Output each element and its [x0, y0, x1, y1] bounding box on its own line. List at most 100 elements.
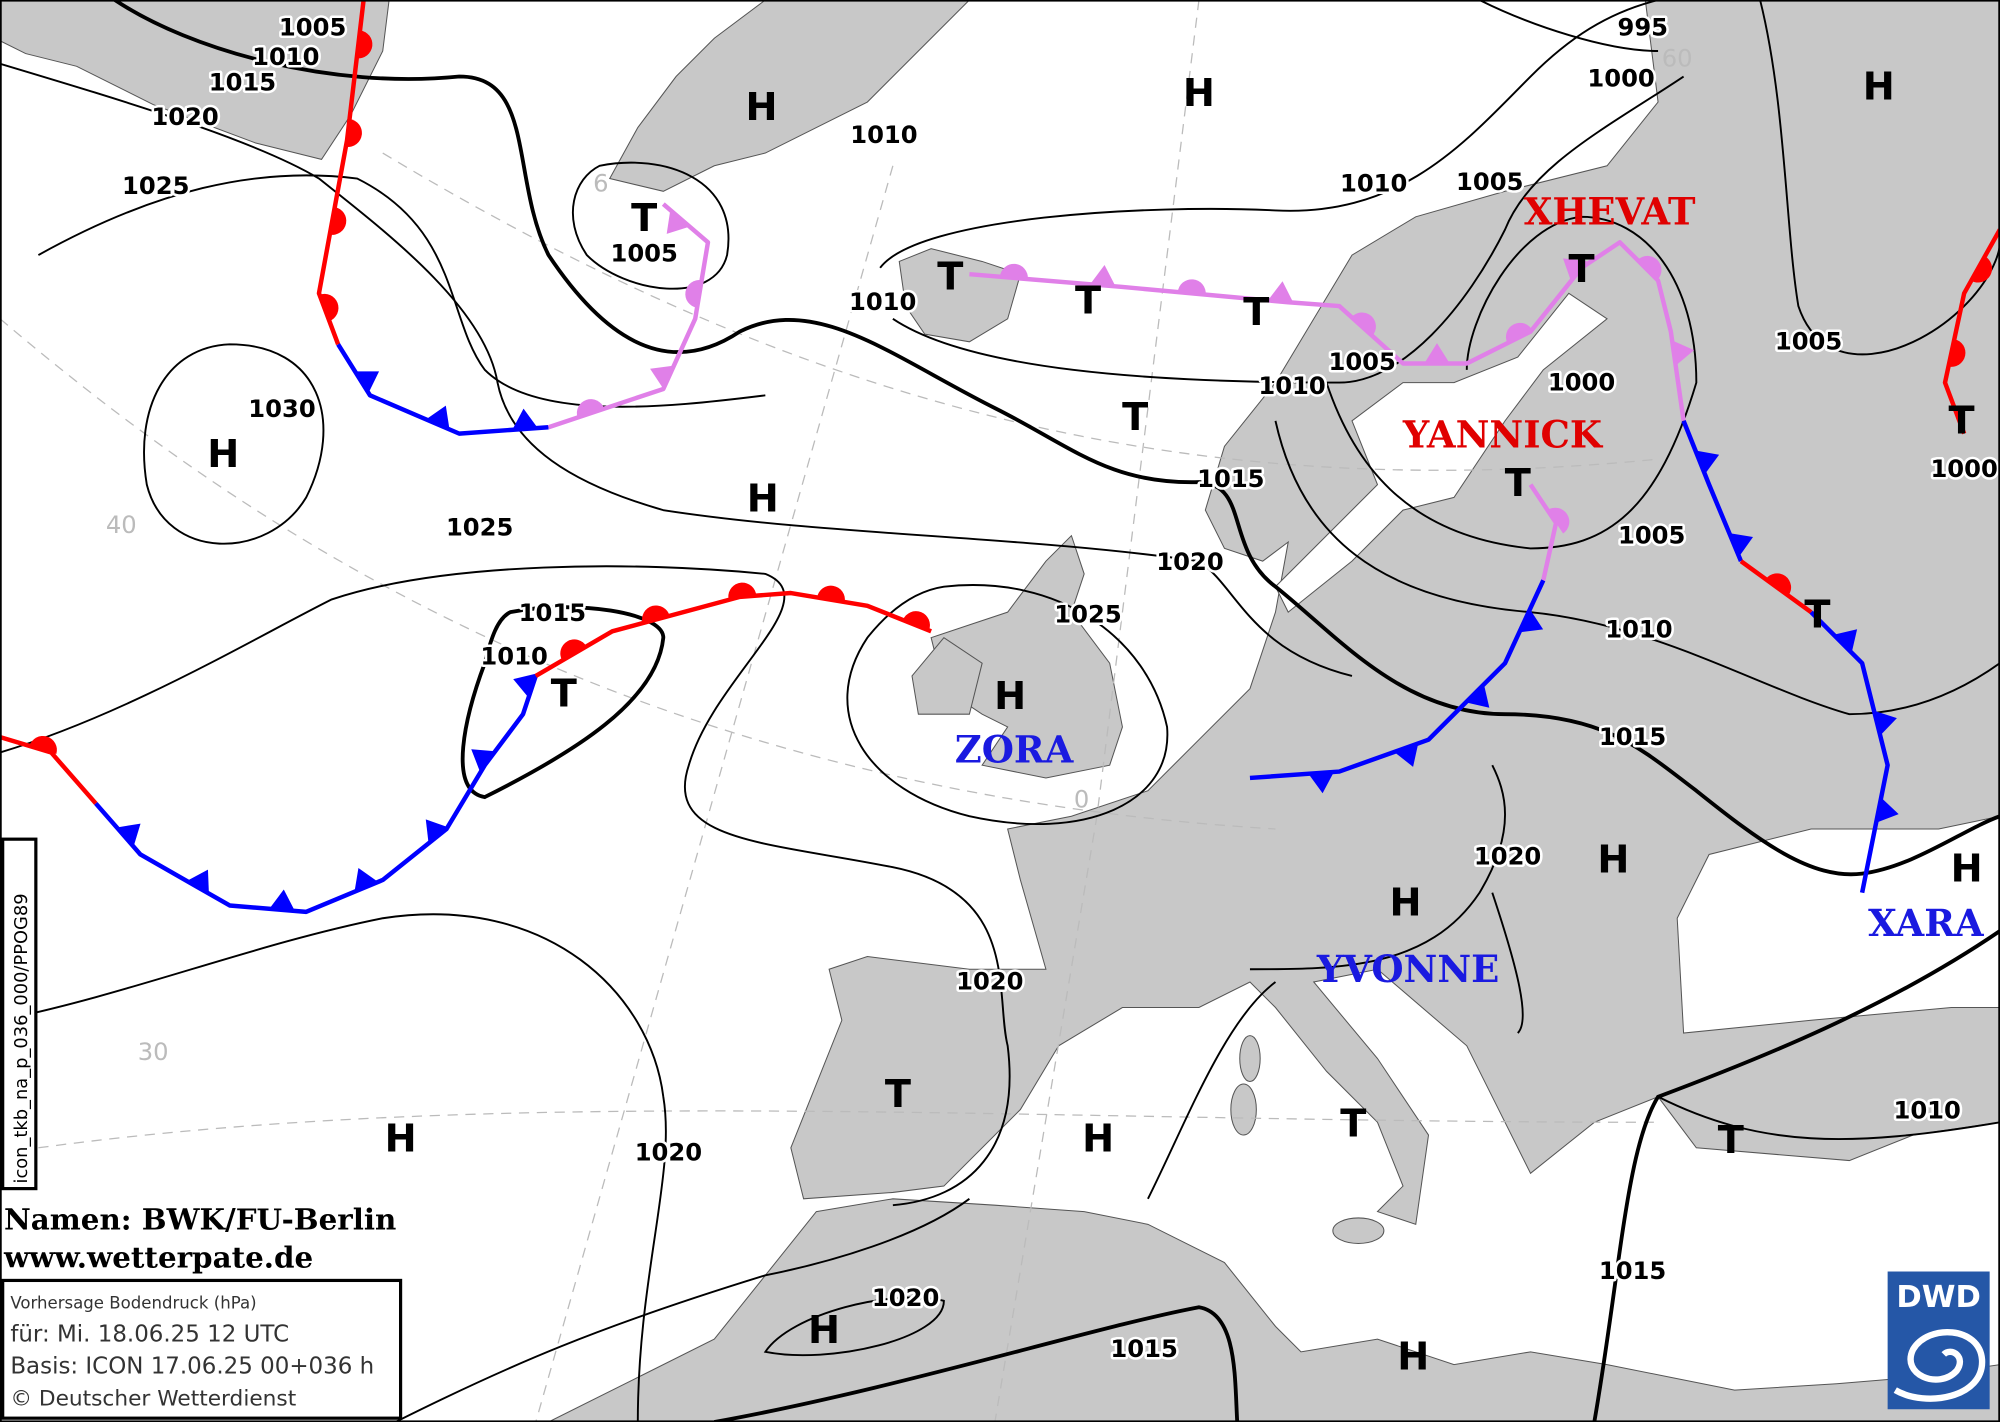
cold-front-triangle [1308, 771, 1334, 794]
cold-front-triangle [1394, 743, 1419, 767]
warm-front-semicircle [1765, 573, 1792, 596]
map-labels: 1005101010151020102510301025100510101010… [106, 11, 2000, 1380]
cold-front-triangle [1424, 343, 1450, 364]
high-pressure-center: H [747, 476, 779, 521]
high-pressure-center: H [1082, 1117, 1114, 1162]
system-name-yvonne: YVONNE [1316, 947, 1499, 991]
warm-front-semicircle [576, 399, 605, 418]
warm-front-semicircle [560, 639, 587, 661]
system-name-xara: XARA [1868, 901, 1985, 945]
sardinia [1230, 1083, 1257, 1136]
product-code-box: icon_tkb_na_p_036_000/PPOG89 [1, 837, 38, 1191]
isobar-thin [1274, 420, 2000, 716]
high-pressure-center: H [385, 1117, 417, 1162]
isobar-label: 1005 [1456, 168, 1523, 196]
high-pressure-center: H [994, 674, 1026, 719]
isobar-label: 1000 [1548, 368, 1615, 396]
grid-line [382, 152, 1659, 471]
occ-front [547, 202, 711, 430]
system-name-yannick: YANNICK [1402, 413, 1604, 457]
grid-label: 0 [1074, 785, 1089, 813]
grid-label: 30 [138, 1038, 169, 1066]
dwd-logo: DWD [1887, 1271, 1990, 1410]
low-pressure-center: T [1243, 290, 1269, 335]
cold-front-triangle [1729, 533, 1754, 557]
warm-front-semicircle [1505, 322, 1533, 344]
cold-front-triangle [471, 749, 496, 772]
isobar-label: 1010 [1893, 1096, 1960, 1124]
warm-front-semicircle [1971, 256, 1993, 283]
great-britain [930, 534, 1123, 779]
cold-front-triangle [1874, 710, 1897, 736]
cold-front-triangle [1465, 684, 1490, 708]
warm-front [1739, 559, 1813, 614]
isobar-thin [0, 565, 1011, 1207]
isobar-thin [1759, 0, 2000, 356]
warm-front-semicircle [1637, 255, 1662, 280]
isobar-label: 1025 [1054, 600, 1121, 628]
iceland [898, 248, 1022, 343]
cold-front [1681, 420, 1744, 563]
warm-front-semicircle [356, 30, 373, 59]
isobar-label: 1025 [446, 514, 513, 542]
warm-front-semicircle [817, 585, 845, 603]
low-pressure-center: T [551, 672, 577, 717]
isobar-thin [1325, 215, 1698, 550]
ireland [911, 636, 983, 715]
cold-front-triangle [354, 371, 380, 394]
cold-front-triangle [666, 210, 690, 234]
high-pressure-center: H [1863, 64, 1895, 109]
cold-front-triangle [1519, 609, 1544, 633]
greenland-west [0, 0, 390, 160]
cold-front-triangle [116, 823, 141, 847]
occ-front [969, 240, 1686, 422]
warm-front-semicircle [902, 611, 930, 631]
isobar-label: 1020 [956, 968, 1023, 996]
isobar-label: 1015 [1599, 1257, 1666, 1285]
cold-front-triangle [1695, 450, 1720, 475]
product-code-frame [1, 837, 38, 1191]
cold-front-triangle [269, 889, 295, 911]
isobar-label: 1010 [1605, 616, 1672, 644]
greenland-east [608, 0, 971, 192]
isobar-label: 1020 [635, 1139, 702, 1167]
isobar-thin [1147, 981, 1277, 1200]
low-pressure-center: T [1718, 1118, 1744, 1163]
isobar-label: 1005 [610, 239, 677, 267]
isobar-label: 1015 [1110, 1335, 1177, 1363]
isobar-label: 1005 [1328, 348, 1395, 376]
isobar-label: 1000 [1587, 65, 1654, 93]
cold-front [94, 675, 538, 915]
isobar-label: 1020 [151, 103, 218, 131]
isobar-label: 1000 [1930, 455, 1997, 483]
isobar-1030 [143, 343, 325, 545]
info-frame [1, 1278, 403, 1420]
warm-front-semicircle [642, 605, 670, 624]
cold-front-triangle [1090, 264, 1116, 287]
warm-front-semicircle [319, 293, 339, 322]
product-code: icon_tkb_na_p_036_000/PPOG89 [11, 893, 32, 1183]
isobar-label: 1010 [849, 288, 916, 316]
isobar-thin [0, 62, 1353, 677]
cold-front-triangle [1833, 629, 1858, 653]
fronts [0, 0, 2000, 915]
low-pressure-center: T [937, 255, 963, 300]
isobar-label: 1005 [1775, 327, 1842, 355]
cold-front-triangle [1876, 797, 1899, 823]
info-basis: Basis: ICON 17.06.25 00+036 h [10, 1354, 374, 1380]
grid-label: 40 [106, 511, 137, 539]
warm-front-semicircle [1177, 279, 1206, 295]
warm-front-semicircle [999, 263, 1028, 280]
cold-front-triangle [354, 868, 379, 892]
grid-label: 6 [593, 169, 608, 197]
system-name-xhevat: XHEVAT [1524, 189, 1696, 233]
low-pressure-center: T [1569, 247, 1595, 292]
warm-front-semicircle [1547, 507, 1570, 534]
isobar-thin [879, 0, 1659, 269]
low-pressure-center: T [1075, 279, 1101, 324]
names-credit: Namen: BWK/FU-Berlin [4, 1201, 396, 1236]
website-credit[interactable]: www.wetterpate.de [3, 1240, 313, 1275]
